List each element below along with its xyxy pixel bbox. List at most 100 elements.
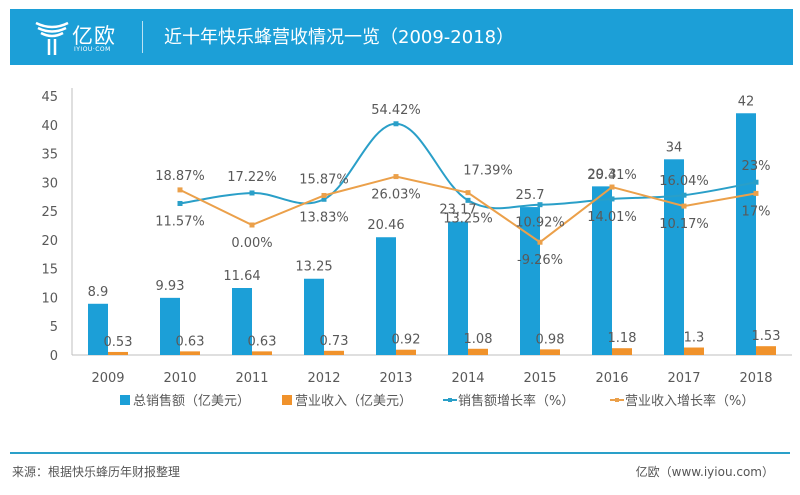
bar-operating-revenue: [252, 351, 272, 355]
bar-total-sales: [232, 288, 252, 355]
data-label-total-sales: 11.64: [223, 269, 260, 284]
revenue-growth-marker: [681, 203, 687, 209]
sales-growth-marker: [753, 179, 759, 185]
y-tick-label: 0: [50, 349, 58, 364]
data-label-total-sales: 9.93: [156, 279, 185, 294]
data-label-operating-revenue: 1.3: [684, 331, 705, 346]
bar-operating-revenue: [108, 351, 128, 355]
y-tick-label: 15: [41, 263, 58, 278]
data-label-revenue-growth: 0.00%: [231, 236, 272, 251]
x-tick-label: 2013: [379, 371, 412, 386]
data-label-sales-growth: 11.57%: [155, 214, 205, 229]
bar-total-sales: [736, 113, 756, 355]
data-label-operating-revenue: 0.63: [176, 334, 205, 349]
revenue-growth-marker: [249, 222, 255, 228]
data-label-sales-growth: 23%: [742, 159, 771, 174]
bar-total-sales: [520, 207, 540, 355]
revenue-growth-marker: [393, 174, 399, 180]
x-tick-label: 2016: [595, 371, 628, 386]
legend-swatch: [120, 395, 130, 405]
data-label-revenue-growth: 10.17%: [659, 217, 709, 232]
data-label-sales-growth: 17.22%: [227, 170, 277, 185]
legend-label: 总销售额（亿美元）: [133, 393, 250, 409]
revenue-growth-marker: [465, 190, 471, 196]
bar-operating-revenue: [612, 348, 632, 355]
data-label-revenue-growth: 20.41%: [587, 168, 637, 183]
y-tick-label: 30: [41, 176, 58, 191]
chart: 0 5 10 15 20 25 30 35 40 45 2009 2010 2011 2012 2013 20…: [41, 88, 792, 409]
data-label-operating-revenue: 1.18: [608, 331, 637, 346]
bar-operating-revenue: [684, 347, 704, 355]
x-tick-label: 2014: [451, 371, 484, 386]
x-tick-label: 2012: [307, 371, 340, 386]
revenue-growth-marker: [609, 184, 615, 190]
bar-operating-revenue: [396, 349, 416, 355]
bar-total-sales: [664, 159, 684, 355]
data-label-revenue-growth: 15.87%: [299, 172, 349, 187]
bar-operating-revenue: [468, 348, 488, 355]
legend-marker: [615, 398, 619, 402]
x-tick-label: 2009: [91, 371, 124, 386]
data-label-revenue-growth: 17.39%: [463, 164, 513, 179]
bar-total-sales: [160, 297, 180, 355]
header-banner: 亿欧 IYIOU·COM 近十年快乐蜂营收情况一览（2009-2018）: [10, 9, 793, 65]
data-label-total-sales: 29.3: [588, 167, 617, 182]
y-tick-label: 45: [41, 90, 58, 105]
y-tick-label: 10: [41, 291, 58, 306]
bar-total-sales: [448, 221, 468, 355]
data-label-operating-revenue: 1.53: [752, 329, 781, 344]
x-tick-label: 2011: [235, 371, 268, 386]
revenue-growth-marker: [753, 190, 759, 196]
brand-subtitle: IYIOU·COM: [74, 46, 111, 53]
sales-growth-marker: [681, 192, 687, 198]
brand-name: 亿欧: [72, 24, 116, 48]
data-label-total-sales: 34: [666, 140, 683, 155]
bar-operating-revenue: [540, 349, 560, 355]
iyiou-logo-icon: [35, 21, 69, 55]
y-tick-label: 20: [41, 234, 58, 249]
legend-label: 营业收入增长率（%）: [625, 393, 754, 409]
legend-label: 销售额增长率（%）: [458, 393, 574, 409]
revenue-growth-marker: [537, 239, 543, 245]
footer-divider: [10, 452, 790, 454]
data-label-sales-growth: 14.01%: [587, 210, 637, 225]
sales-growth-marker: [537, 202, 543, 208]
data-label-revenue-growth: 18.87%: [155, 169, 205, 184]
bar-total-sales: [304, 278, 324, 355]
source-note: 来源：根据快乐蜂历年财报整理: [12, 465, 181, 479]
data-label-total-sales: 13.25: [295, 260, 332, 275]
bar-operating-revenue: [756, 346, 776, 355]
sales-growth-marker: [177, 200, 183, 206]
data-label-operating-revenue: 0.53: [104, 335, 133, 350]
x-tick-label: 2017: [667, 371, 700, 386]
data-label-sales-growth: 54.42%: [371, 103, 421, 118]
x-tick-label: 2015: [523, 371, 556, 386]
data-label-total-sales: 20.46: [367, 218, 404, 233]
data-label-revenue-growth: -9.26%: [517, 253, 563, 268]
credit-note: 亿欧（www.iyiou.com）: [635, 465, 774, 479]
data-label-operating-revenue: 0.92: [392, 333, 421, 348]
data-label-revenue-growth: 26.03%: [371, 188, 421, 203]
y-tick-label: 35: [41, 148, 58, 163]
bar-operating-revenue: [180, 351, 200, 355]
data-label-total-sales: 23.17: [439, 203, 476, 218]
data-label-sales-growth: 10.92%: [515, 216, 565, 231]
bar-total-sales: [592, 186, 612, 355]
bar-total-sales: [376, 237, 396, 355]
y-tick-label: 5: [50, 320, 58, 335]
y-tick-label: 25: [41, 205, 58, 220]
data-label-total-sales: 42: [738, 94, 755, 109]
data-label-operating-revenue: 0.98: [536, 332, 565, 347]
legend-marker: [448, 398, 452, 402]
data-label-total-sales: 25.7: [516, 188, 545, 203]
data-label-sales-growth: 13.83%: [299, 210, 349, 225]
legend-swatch: [282, 395, 292, 405]
data-label-operating-revenue: 0.73: [320, 334, 349, 349]
data-label-operating-revenue: 0.63: [248, 334, 277, 349]
data-label-operating-revenue: 1.08: [464, 332, 493, 347]
data-label-revenue-growth: 17%: [742, 204, 771, 219]
sales-growth-marker: [321, 196, 327, 202]
sales-growth-marker: [393, 121, 399, 127]
bar-total-sales: [88, 303, 108, 355]
legend-label: 营业收入（亿美元）: [295, 394, 412, 409]
